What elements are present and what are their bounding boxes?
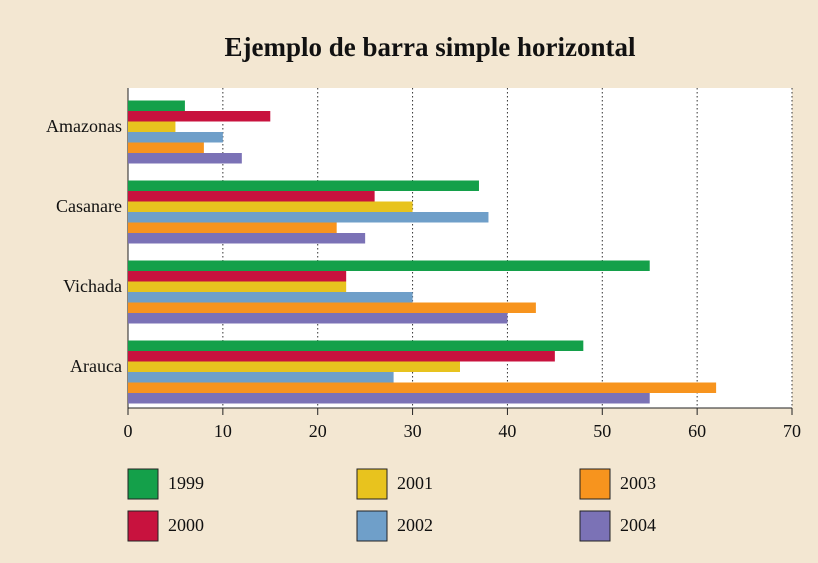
x-tick-label: 40: [498, 421, 516, 441]
bar: [128, 361, 460, 372]
legend-label: 2003: [620, 473, 656, 493]
legend-swatch: [579, 468, 611, 500]
bar: [128, 382, 717, 393]
bar: [128, 260, 650, 271]
x-tick-label: 0: [124, 421, 133, 441]
bar: [128, 313, 508, 324]
y-tick-label: Amazonas: [46, 116, 122, 136]
y-tick-label: Vichada: [63, 276, 122, 296]
legend-swatch: [356, 510, 388, 542]
legend-label: 2000: [168, 515, 204, 535]
bar: [128, 281, 347, 292]
x-tick-label: 10: [214, 421, 232, 441]
legend-label: 2002: [397, 515, 433, 535]
bar: [128, 271, 347, 282]
bar: [128, 132, 223, 143]
bar: [128, 201, 413, 212]
x-tick-label: 60: [688, 421, 706, 441]
legend-label: 2001: [397, 473, 433, 493]
bar: [128, 222, 337, 233]
legend-swatch: [127, 468, 159, 500]
bar: [128, 302, 536, 313]
bar: [128, 191, 375, 202]
legend-swatch: [127, 510, 159, 542]
legend-label: 1999: [168, 473, 204, 493]
bar: [128, 233, 366, 244]
bar: [128, 180, 479, 191]
x-tick-label: 20: [309, 421, 327, 441]
legend-label: 2004: [620, 515, 656, 535]
bar: [128, 111, 271, 122]
bar: [128, 340, 584, 351]
chart-title: Ejemplo de barra simple horizontal: [225, 32, 636, 62]
legend-swatch: [579, 510, 611, 542]
bar: [128, 372, 394, 383]
bar: [128, 292, 413, 303]
bar: [128, 100, 185, 111]
x-tick-label: 70: [783, 421, 801, 441]
bar: [128, 142, 204, 153]
x-tick-label: 30: [404, 421, 422, 441]
bar: [128, 153, 242, 164]
y-tick-label: Arauca: [70, 356, 122, 376]
bar: [128, 351, 555, 362]
y-tick-label: Casanare: [56, 196, 122, 216]
bar: [128, 393, 650, 404]
bar: [128, 121, 176, 132]
x-tick-label: 50: [593, 421, 611, 441]
bar: [128, 212, 489, 223]
legend-swatch: [356, 468, 388, 500]
